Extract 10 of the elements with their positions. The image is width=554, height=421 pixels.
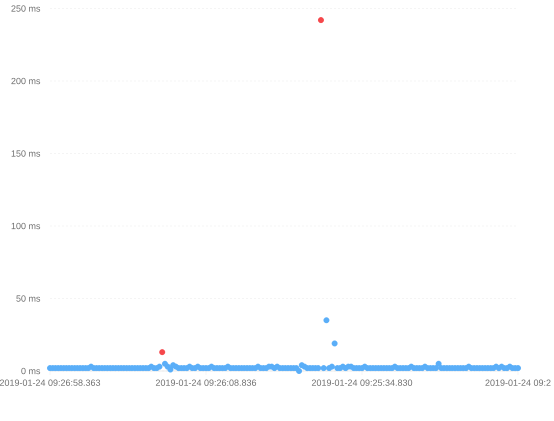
x-tick-label: 2019-01-24 09:26:08.836 — [156, 380, 256, 386]
y-tick-label: 100 ms — [12, 222, 40, 230]
y-tick-label: 200 ms — [11, 78, 40, 84]
x-tick-label: 2019-01-24 09:2 — [485, 380, 551, 386]
x-tick-label: 2019-01-24 09:25:34.830 — [312, 380, 412, 386]
y-tick-label: 150 ms — [12, 150, 40, 157]
x-tick-label: 2019-01-24 09:26:58.363 — [0, 380, 100, 386]
y-tick-label: 250 ms — [11, 5, 40, 12]
y-tick-label: 0 ms — [21, 368, 40, 374]
y-tick-label: 50 ms — [16, 295, 40, 302]
